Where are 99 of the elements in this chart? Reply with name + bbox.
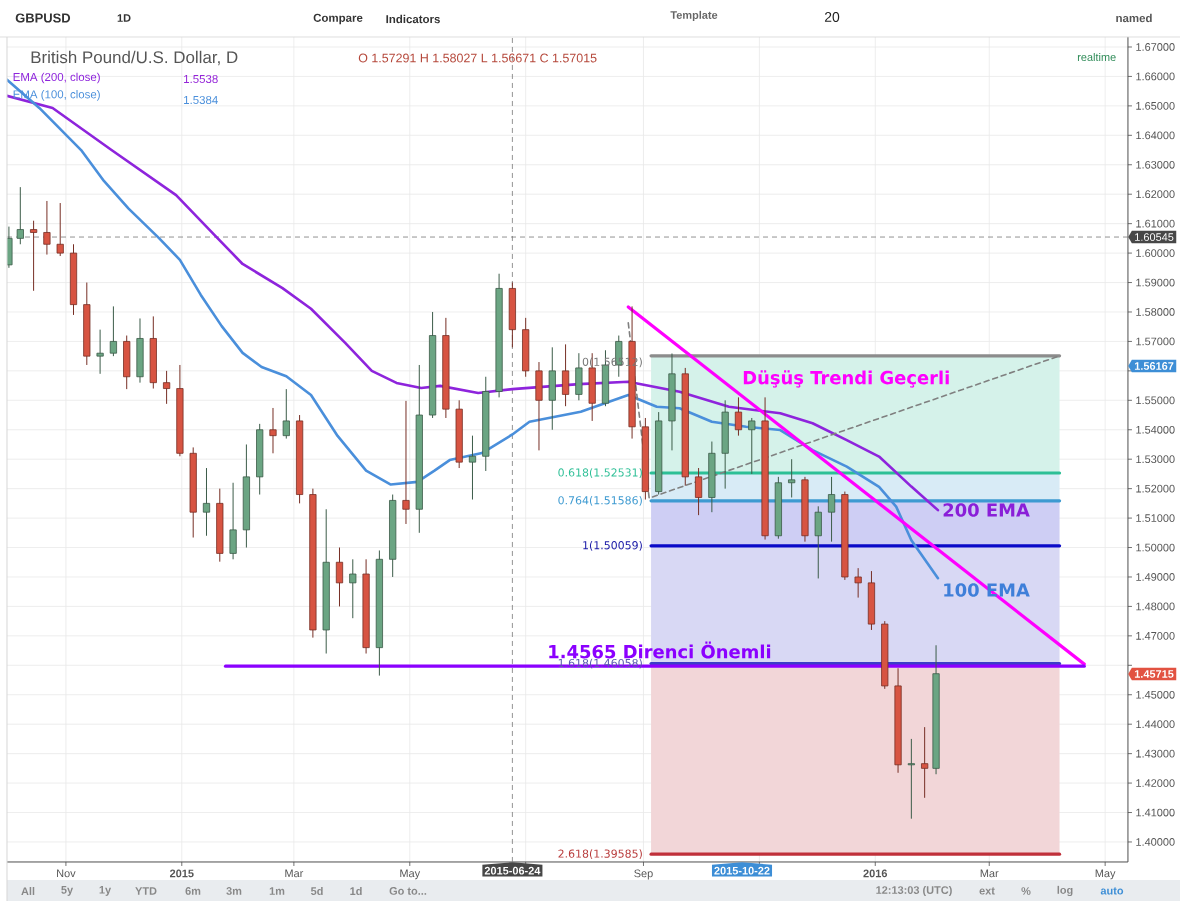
y-tick-label: 1.62000 xyxy=(1136,190,1175,199)
y-tick-label: 1.47000 xyxy=(1136,631,1175,640)
text: 1m xyxy=(269,887,285,895)
y-tick-label: 1.59000 xyxy=(1136,278,1175,287)
x-tick-label: May xyxy=(400,869,421,880)
text: O 1.57291 H 1.58027 L 1.56671 C 1.57015 xyxy=(358,53,597,63)
y-tick-label: 1.50000 xyxy=(1136,543,1175,552)
y-tick-label: 1.66000 xyxy=(1136,72,1175,81)
text: named xyxy=(1116,13,1152,23)
text: 1y xyxy=(99,886,112,896)
candlestick xyxy=(734,396,743,437)
text: 1.60545 xyxy=(1135,233,1174,241)
candlestick xyxy=(43,200,51,256)
text: auto xyxy=(1100,887,1124,895)
candlestick xyxy=(229,482,237,560)
y-tick-label: 1.65000 xyxy=(1136,102,1175,110)
text: Template xyxy=(670,10,718,22)
x-tick-label: May xyxy=(1095,869,1116,880)
annotation: 1.5384 xyxy=(184,95,218,105)
y-tick-label: 1.52000 xyxy=(1136,484,1175,493)
candlestick xyxy=(468,435,477,501)
candlestick xyxy=(269,407,277,454)
y-tick-label: 1.43000 xyxy=(1136,749,1175,758)
text: 1D xyxy=(117,14,131,22)
text: All xyxy=(21,887,35,895)
candlestick xyxy=(561,343,570,407)
text: 6m xyxy=(185,887,201,895)
candlestick xyxy=(282,388,290,440)
text: GBPUSD xyxy=(15,13,71,23)
candlestick xyxy=(748,417,756,475)
y-tick-label: 1.64000 xyxy=(1136,131,1175,140)
y-tick-label: 1.49000 xyxy=(1136,573,1175,581)
y-tick-label: 1.41000 xyxy=(1136,808,1175,817)
candlestick xyxy=(96,329,104,375)
candlestick xyxy=(827,476,836,543)
y-tick-label: 1.58000 xyxy=(1136,308,1175,316)
x-tick-label: Mar xyxy=(285,869,304,878)
text: 2015-06-24 xyxy=(484,866,541,875)
candlestick xyxy=(30,220,38,292)
y-tick-label: 1.53000 xyxy=(1136,455,1175,464)
y-tick-label: 1.60000 xyxy=(1136,249,1175,257)
annotation: Düşüş Trendi Geçerli xyxy=(743,370,949,388)
annotation: 0.764(1.51586) xyxy=(558,495,642,506)
y-tick-label: 1.51000 xyxy=(1136,514,1175,522)
candlestick xyxy=(907,738,915,820)
text: log xyxy=(1057,885,1073,897)
y-tick-label: 1.40000 xyxy=(1136,838,1175,846)
x-tick-label: 2016 xyxy=(863,869,888,878)
text: 1.56167 xyxy=(1134,362,1174,370)
x-tick-label: Nov xyxy=(57,869,76,878)
annotation: 1(1.50059) xyxy=(583,540,642,551)
y-tick-label: 1.57000 xyxy=(1136,337,1175,346)
candlestick xyxy=(921,726,929,799)
text: 12:13:03 (UTC) xyxy=(876,885,952,897)
candlestick xyxy=(814,505,822,579)
text: 1d xyxy=(350,886,362,896)
text: 5d xyxy=(310,886,323,896)
candlestick xyxy=(202,467,211,537)
x-tick-label: 2015 xyxy=(169,869,194,878)
text: 1.45715 xyxy=(1134,670,1174,678)
text: Compare xyxy=(313,13,363,25)
text: 3m xyxy=(226,887,242,895)
annotation: realtime xyxy=(1077,52,1116,62)
annotation: 200 EMA xyxy=(943,503,1030,517)
x-tick-label: Sep xyxy=(634,869,653,880)
series-label: EMA (200, close) xyxy=(13,72,100,84)
candlestick xyxy=(349,558,357,619)
candlestick xyxy=(694,467,703,516)
y-tick-label: 1.42000 xyxy=(1136,779,1175,787)
annotation: 1.5538 xyxy=(184,74,218,84)
candlestick xyxy=(402,400,410,525)
text: 5y xyxy=(61,886,74,896)
candlestick xyxy=(163,370,171,405)
text: 20 xyxy=(824,12,840,22)
text: % xyxy=(1021,887,1031,895)
text: ext xyxy=(979,887,995,895)
annotation: 1.4565 Direnci Önemli xyxy=(549,641,771,659)
text: Go to... xyxy=(389,887,427,895)
candlestick xyxy=(109,305,117,357)
text: 2015-10-22 xyxy=(714,866,770,875)
candlestick xyxy=(788,458,796,498)
candlestick xyxy=(335,547,344,607)
candlestick xyxy=(854,567,862,599)
y-tick-label: 1.67000 xyxy=(1136,43,1175,51)
y-tick-label: 1.61000 xyxy=(1136,219,1175,228)
y-tick-label: 1.54000 xyxy=(1136,425,1175,434)
text: YTD xyxy=(135,887,157,895)
annotation: 0.618(1.52531) xyxy=(558,468,642,478)
y-tick-label: 1.55000 xyxy=(1136,396,1175,405)
y-tick-label: 1.63000 xyxy=(1136,160,1175,169)
annotation: 2.618(1.39585) xyxy=(558,849,642,860)
text: British Pound/U.S. Dollar, D xyxy=(31,50,238,66)
x-tick-label: Mar xyxy=(980,869,999,878)
text: Indicators xyxy=(386,14,440,24)
candlestick xyxy=(16,186,24,245)
y-tick-label: 1.44000 xyxy=(1136,720,1175,729)
y-tick-label: 1.48000 xyxy=(1136,602,1175,611)
y-tick-label: 1.45000 xyxy=(1136,690,1175,699)
candlestick xyxy=(56,202,64,257)
